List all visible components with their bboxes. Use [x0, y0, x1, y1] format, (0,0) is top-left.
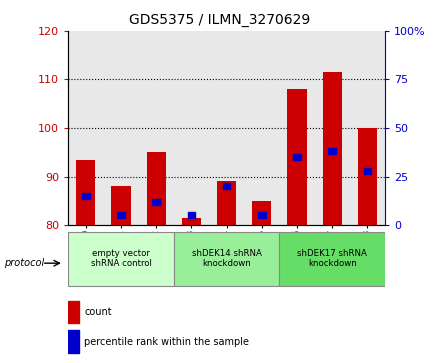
Bar	[111, 186, 131, 225]
Text: percentile rank within the sample: percentile rank within the sample	[84, 337, 249, 347]
Bar	[258, 212, 266, 218]
Bar	[328, 148, 336, 154]
Text: empty vector
shRNA control: empty vector shRNA control	[91, 249, 151, 268]
Bar	[103, 31, 139, 225]
Text: shDEK14 shRNA
knockdown: shDEK14 shRNA knockdown	[192, 249, 261, 268]
Bar	[209, 31, 244, 225]
Text: protocol: protocol	[4, 258, 44, 268]
Bar	[293, 154, 301, 160]
Text: GDS5375 / ILMN_3270629: GDS5375 / ILMN_3270629	[129, 13, 311, 27]
Bar	[147, 152, 166, 225]
Bar	[323, 72, 342, 225]
Bar	[350, 31, 385, 225]
Bar	[174, 31, 209, 225]
Bar	[82, 193, 90, 199]
Bar	[182, 218, 201, 225]
FancyBboxPatch shape	[174, 232, 279, 286]
Bar	[117, 212, 125, 218]
FancyBboxPatch shape	[279, 232, 385, 286]
Bar	[68, 31, 103, 225]
Bar	[76, 159, 95, 225]
Bar	[152, 199, 160, 205]
Bar	[139, 31, 174, 225]
Bar	[315, 31, 350, 225]
Text: count: count	[84, 307, 112, 317]
Text: shDEK17 shRNA
knockdown: shDEK17 shRNA knockdown	[297, 249, 367, 268]
Bar	[68, 301, 79, 323]
Bar	[187, 212, 195, 218]
Bar	[217, 182, 236, 225]
Bar	[287, 89, 307, 225]
Bar	[223, 183, 231, 189]
Bar	[363, 168, 371, 174]
Bar	[279, 31, 315, 225]
Bar	[358, 128, 377, 225]
Bar	[68, 330, 79, 353]
FancyBboxPatch shape	[68, 232, 174, 286]
Bar	[252, 201, 271, 225]
Bar	[244, 31, 279, 225]
